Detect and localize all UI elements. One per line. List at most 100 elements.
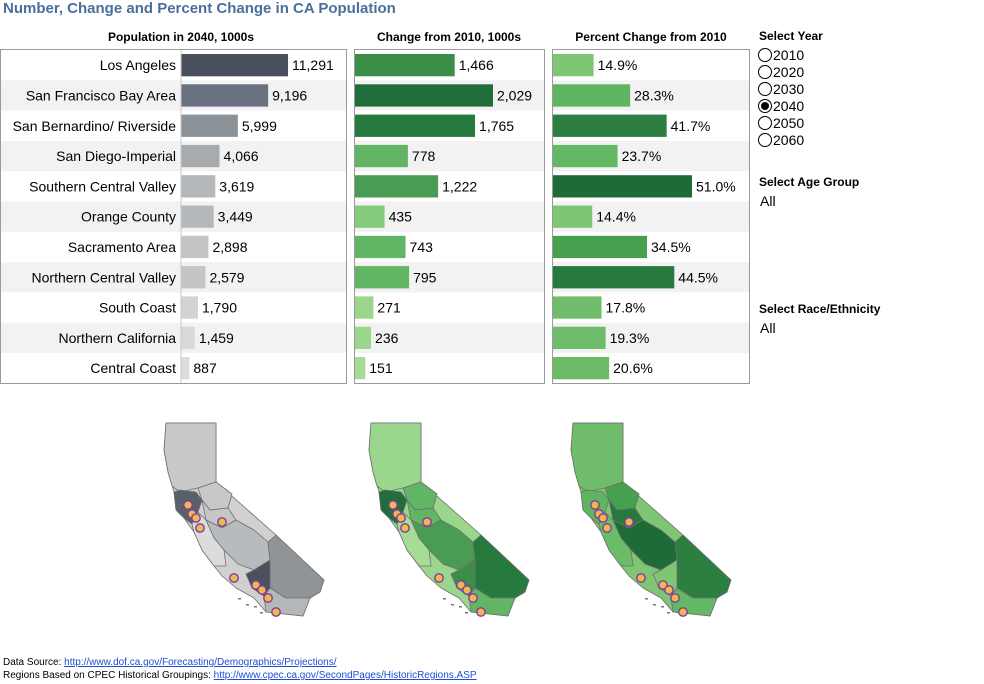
bar[interactable]: [355, 235, 406, 259]
city-marker[interactable]: [476, 607, 486, 617]
city-marker[interactable]: [271, 607, 281, 617]
bar[interactable]: [181, 175, 216, 198]
city-marker[interactable]: [422, 517, 432, 527]
bar[interactable]: [355, 144, 408, 168]
category-label: Sacramento Area: [68, 239, 176, 255]
bar[interactable]: [553, 84, 631, 107]
race-filter-value[interactable]: All: [760, 320, 776, 336]
radio-circle[interactable]: [758, 115, 772, 130]
category-label: South Coast: [99, 300, 176, 316]
year-radio-2010[interactable]: 2010: [758, 46, 804, 63]
bar-value-label: 2,029: [497, 87, 532, 103]
bar[interactable]: [355, 326, 372, 349]
radio-circle[interactable]: [758, 47, 772, 62]
bar[interactable]: [553, 357, 610, 380]
city-marker[interactable]: [229, 573, 239, 583]
city-marker[interactable]: [257, 585, 267, 595]
population-map[interactable]: [158, 420, 333, 620]
percent-column-header: Percent Change from 2010: [575, 30, 727, 44]
city-marker[interactable]: [263, 593, 273, 603]
bar[interactable]: [553, 205, 593, 228]
map-region-southeast[interactable]: [267, 534, 325, 599]
map-region-north[interactable]: [163, 422, 217, 493]
bar[interactable]: [355, 54, 455, 77]
year-radio-2020[interactable]: 2020: [758, 63, 804, 80]
city-marker[interactable]: [396, 513, 406, 523]
city-marker[interactable]: [195, 523, 205, 533]
bar[interactable]: [355, 205, 385, 228]
percent-map[interactable]: [565, 420, 740, 620]
city-marker[interactable]: [217, 517, 227, 527]
population-bar-chart[interactable]: Los Angeles 11,291 San Francisco Bay Area 9…: [1, 50, 346, 383]
bar-value-label: 1,222: [442, 178, 477, 194]
bar[interactable]: [553, 175, 692, 198]
bar[interactable]: [553, 54, 594, 77]
year-radio-2050[interactable]: 2050: [758, 114, 804, 131]
bar[interactable]: [355, 84, 493, 107]
bar-value-label: 1,765: [479, 118, 514, 134]
city-marker[interactable]: [678, 607, 688, 617]
city-marker[interactable]: [670, 593, 680, 603]
bar[interactable]: [181, 266, 206, 289]
city-marker[interactable]: [602, 523, 612, 533]
bar[interactable]: [355, 114, 476, 137]
year-radio-2030[interactable]: 2030: [758, 80, 804, 97]
bar[interactable]: [355, 175, 439, 198]
map-region-southeast[interactable]: [472, 534, 530, 599]
bar[interactable]: [181, 235, 209, 259]
city-marker[interactable]: [590, 500, 600, 510]
radio-circle[interactable]: [758, 64, 772, 79]
change-panel: 1,466 2,029 1,765 778 1,222 435 743 795 271 236 15…: [354, 49, 545, 384]
bar[interactable]: [553, 114, 667, 137]
row-band: [355, 201, 544, 232]
city-marker[interactable]: [434, 573, 444, 583]
bar[interactable]: [181, 205, 214, 228]
city-marker[interactable]: [462, 585, 472, 595]
bar[interactable]: [553, 266, 675, 289]
dashboard-title: Number, Change and Percent Change in CA …: [3, 0, 396, 17]
row-band: [1, 262, 346, 293]
data-source-link[interactable]: http://www.dof.ca.gov/Forecasting/Demogr…: [64, 657, 337, 668]
city-marker[interactable]: [400, 523, 410, 533]
bar[interactable]: [553, 296, 602, 319]
city-marker[interactable]: [664, 585, 674, 595]
bar[interactable]: [355, 296, 374, 319]
city-marker[interactable]: [636, 573, 646, 583]
map-region-southeast[interactable]: [674, 534, 732, 599]
bar[interactable]: [355, 357, 366, 380]
radio-circle[interactable]: [758, 132, 772, 147]
year-radio-2060[interactable]: 2060: [758, 131, 804, 148]
bar[interactable]: [181, 114, 238, 137]
bar[interactable]: [181, 326, 195, 349]
bar[interactable]: [355, 266, 410, 289]
percent-bar-chart[interactable]: 14.9% 28.3% 41.7% 23.7% 51.0% 14.4% 34.5% 44.5%…: [553, 50, 749, 383]
change-map[interactable]: [363, 420, 538, 620]
city-marker[interactable]: [624, 517, 634, 527]
bar[interactable]: [181, 84, 269, 107]
percent-panel: 14.9% 28.3% 41.7% 23.7% 51.0% 14.4% 34.5% 44.5%…: [552, 49, 750, 384]
island-mark: [451, 604, 454, 606]
bar[interactable]: [181, 54, 288, 77]
bar[interactable]: [553, 326, 606, 349]
bar[interactable]: [181, 144, 220, 168]
map-region-north[interactable]: [368, 422, 422, 493]
bar-value-label: 1,466: [459, 57, 494, 73]
city-marker[interactable]: [468, 593, 478, 603]
city-marker[interactable]: [183, 500, 193, 510]
bar[interactable]: [553, 235, 648, 259]
radio-circle[interactable]: [758, 81, 772, 96]
city-marker[interactable]: [598, 513, 608, 523]
radio-circle[interactable]: [758, 98, 772, 113]
bar[interactable]: [181, 357, 190, 380]
island-mark: [443, 598, 446, 600]
regions-source-label: Regions Based on CPEC Historical Groupin…: [3, 670, 214, 681]
city-marker[interactable]: [191, 513, 201, 523]
bar[interactable]: [181, 296, 198, 319]
map-region-north[interactable]: [570, 422, 624, 493]
age-filter-value[interactable]: All: [760, 193, 776, 209]
bar[interactable]: [553, 144, 618, 168]
city-marker[interactable]: [388, 500, 398, 510]
year-radio-2040[interactable]: 2040: [758, 97, 804, 114]
regions-source-link[interactable]: http://www.cpec.ca.gov/SecondPages/Histo…: [213, 670, 477, 681]
